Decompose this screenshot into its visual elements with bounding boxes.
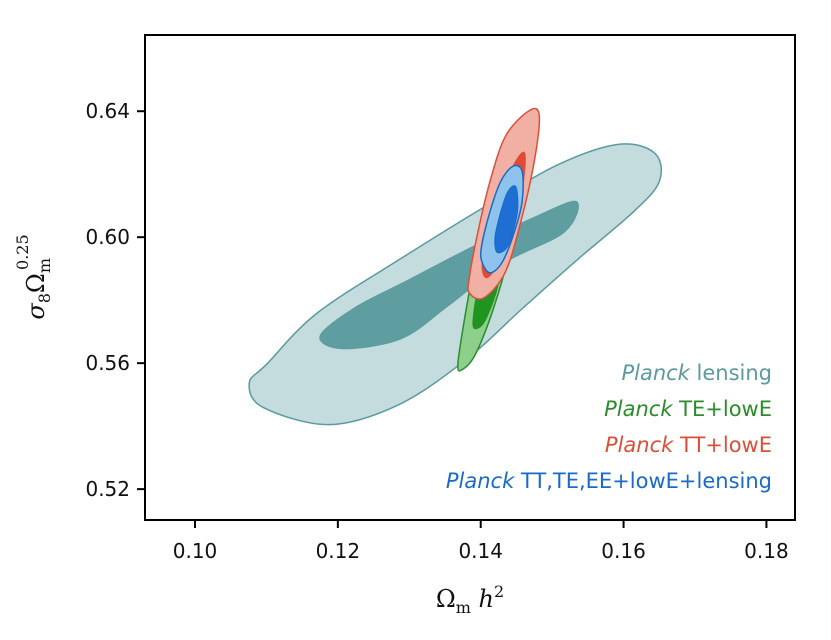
plot-frame (144, 34, 796, 521)
axis-ticks: 0.10 0.12 0.14 0.16 0.18 0.52 0.56 0.60 0.64 (85, 99, 788, 563)
x-tick-label: 0.10 (173, 539, 218, 563)
legend-entry-0: Planck lensing (621, 361, 772, 385)
x-tick-label: 0.12 (316, 539, 361, 563)
y-tick-label: 0.56 (85, 351, 130, 375)
y-tick-label: 0.64 (85, 99, 130, 123)
svg-text:Ωm h2: Ωm h2 (436, 582, 504, 617)
legend-entry-2: Planck TT+lowE (605, 433, 772, 457)
x-tick-label: 0.14 (458, 539, 503, 563)
legend: Planck lensing Planck TE+lowE Planck TT+lo… (446, 361, 772, 493)
svg-text:σ8Ωm0.25: σ8Ωm0.25 (13, 234, 54, 319)
x-axis-label: Ωm h2 (436, 582, 504, 617)
legend-entry-3: Planck TT,TE,EE+lowE+lensing (446, 469, 772, 493)
contour-layer (248, 107, 663, 426)
x-tick-label: 0.16 (601, 539, 646, 563)
x-tick-label: 0.18 (744, 539, 789, 563)
legend-entry-1: Planck TE+lowE (604, 397, 772, 421)
contour-68-series-3 (494, 185, 519, 254)
y-tick-label: 0.52 (85, 477, 130, 501)
y-tick-label: 0.60 (85, 225, 130, 249)
y-axis-label: σ8Ωm0.25 (13, 234, 54, 319)
series-0 (248, 143, 663, 426)
series-3 (479, 164, 524, 274)
